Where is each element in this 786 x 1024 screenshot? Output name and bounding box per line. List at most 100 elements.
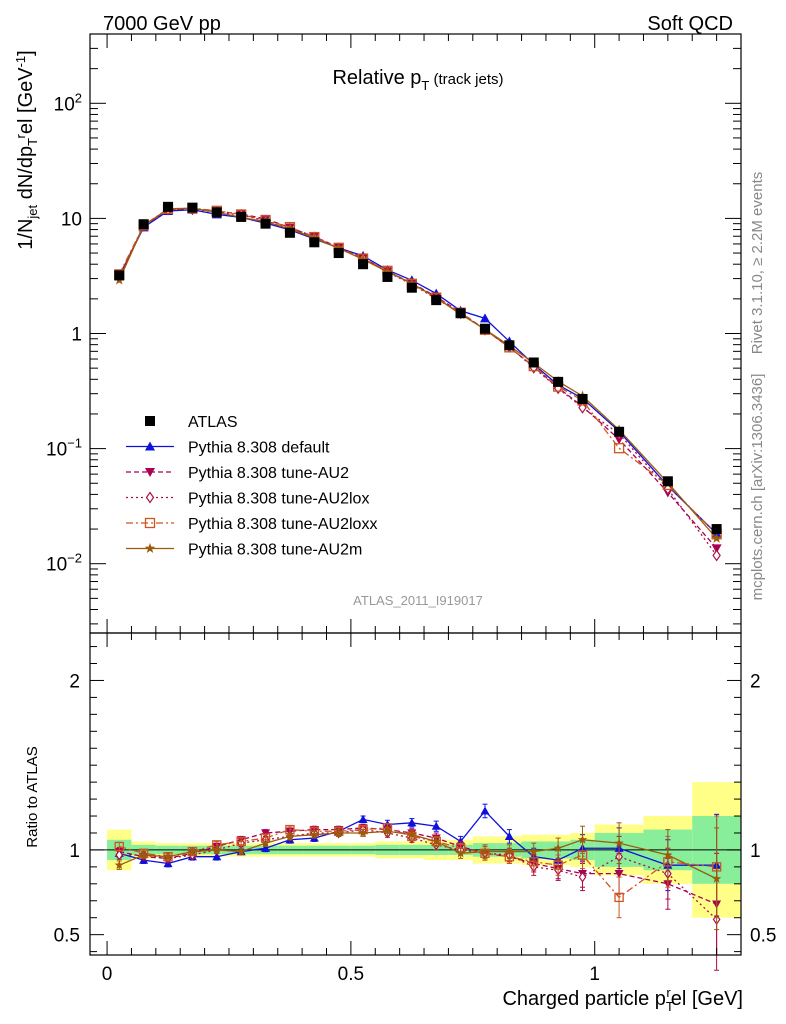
main-point (357, 253, 369, 264)
data-point (382, 271, 393, 282)
ratio-tick-label-left: 0.5 (54, 926, 80, 947)
main-point (479, 313, 490, 323)
ratio-point (114, 860, 124, 870)
data-point (163, 201, 174, 212)
legend-marker (145, 468, 155, 477)
legend-marker (145, 441, 155, 451)
y-tick-label: 10−1 (46, 436, 82, 461)
ratio-point (115, 849, 124, 861)
y-tick-label: 10 (61, 209, 82, 230)
ratio-error-bands (90, 782, 741, 918)
main-point (711, 544, 722, 554)
x-tick-label: 1 (589, 964, 600, 985)
main-series-line (118, 207, 718, 535)
ratio-point (614, 838, 624, 848)
legend-label: Pythia 8.308 tune-AU2 (188, 465, 349, 482)
main-series-line (118, 209, 718, 535)
data-point (406, 282, 417, 293)
rivet-label: Rivet 3.1.10, ≥ 2.2M events (749, 172, 766, 355)
data-point (577, 393, 588, 404)
ratio-point (504, 846, 515, 856)
legend-label: Pythia 8.308 tune-AU2m (188, 542, 362, 559)
ratio-point (285, 831, 295, 841)
ratio-point (261, 843, 271, 852)
legend-marker (145, 416, 155, 426)
ratio-point (663, 850, 673, 860)
ratio-point (187, 846, 198, 856)
ratio-axis-label: Ratio to ATLAS (24, 746, 41, 847)
ratio-tick-label-left: 1 (69, 841, 80, 862)
ratio-point (382, 826, 393, 836)
data-point (455, 308, 466, 319)
legend-marker (144, 543, 156, 553)
ratio-tick-label-right: 2 (750, 671, 761, 692)
ratio-point (236, 836, 246, 847)
ratio-series-layer (114, 803, 722, 971)
ratio-point (553, 860, 563, 870)
data-point (431, 295, 442, 306)
axes-layer: 0 0.5 1 10−2 10−1 1 10 102 0.5 0.5 1 1 2 2 (46, 33, 776, 985)
ratio-point (407, 829, 417, 839)
data-point (211, 207, 222, 218)
ratio-tick-label-right: 1 (750, 841, 761, 862)
x-tick-label: 0.5 (338, 964, 364, 985)
data-point (236, 211, 247, 222)
main-point (333, 242, 344, 253)
data-point (187, 202, 198, 213)
ratio-point (577, 834, 588, 844)
ratio-point (553, 843, 563, 853)
main-point (712, 549, 721, 562)
data-point (309, 237, 320, 248)
main-point (382, 266, 393, 277)
main-point (613, 443, 625, 454)
y-axis-label: 1/Njet dN/dpTrel [GeV-1] (13, 50, 40, 249)
y-tick-label: 1 (71, 325, 82, 346)
data-point (662, 476, 673, 487)
header-right: Soft QCD (647, 13, 733, 35)
ratio-point (358, 828, 368, 837)
ratio-point (614, 892, 624, 903)
analysis-label: ATLAS_2011_I919017 (353, 593, 483, 608)
ratio-point (480, 806, 490, 815)
ratio-point (480, 846, 490, 856)
ratio-point (504, 831, 514, 840)
ratio-point (212, 844, 222, 854)
data-point (333, 248, 344, 259)
ratio-point (407, 818, 417, 827)
ratio-point (212, 852, 222, 861)
ratio-frame (89, 632, 742, 956)
data-point (284, 227, 295, 238)
data-point (260, 218, 271, 229)
data-point (553, 376, 564, 387)
ratio-tick-label-right: 0.5 (750, 926, 776, 947)
ratio-point (455, 848, 466, 858)
x-tick-label: 0 (102, 964, 113, 985)
main-series-line (118, 207, 718, 539)
legend-marker (144, 517, 156, 529)
data-point (358, 259, 369, 270)
ratio-point (114, 841, 124, 852)
data-point (528, 357, 539, 368)
x-axis-label: Charged particle pTrel [GeV] (502, 985, 743, 1014)
data-point (504, 340, 515, 351)
legend-label: Pythia 8.308 default (188, 440, 330, 457)
y-tick-label: 102 (54, 90, 82, 115)
data-point (479, 323, 490, 334)
ratio-tick-label-left: 2 (69, 671, 80, 692)
legend-label: Pythia 8.308 tune-AU2loxx (188, 516, 377, 533)
ratio-point (309, 829, 320, 839)
ratio-point (529, 846, 539, 856)
ratio-point (163, 851, 173, 861)
data-point (138, 219, 149, 230)
legend-label: Pythia 8.308 tune-AU2lox (188, 491, 369, 508)
ratio-point (138, 850, 149, 860)
legend-label: ATLAS (188, 414, 238, 431)
ratio-point (236, 846, 246, 856)
ratio-point (431, 821, 441, 830)
main-point (711, 532, 722, 543)
mcplots-label: mcplots.cern.ch [arXiv:1306.3436] (749, 374, 766, 601)
data-point (114, 270, 125, 281)
header-left: 7000 GeV pp (103, 13, 221, 35)
ratio-point (260, 838, 271, 848)
